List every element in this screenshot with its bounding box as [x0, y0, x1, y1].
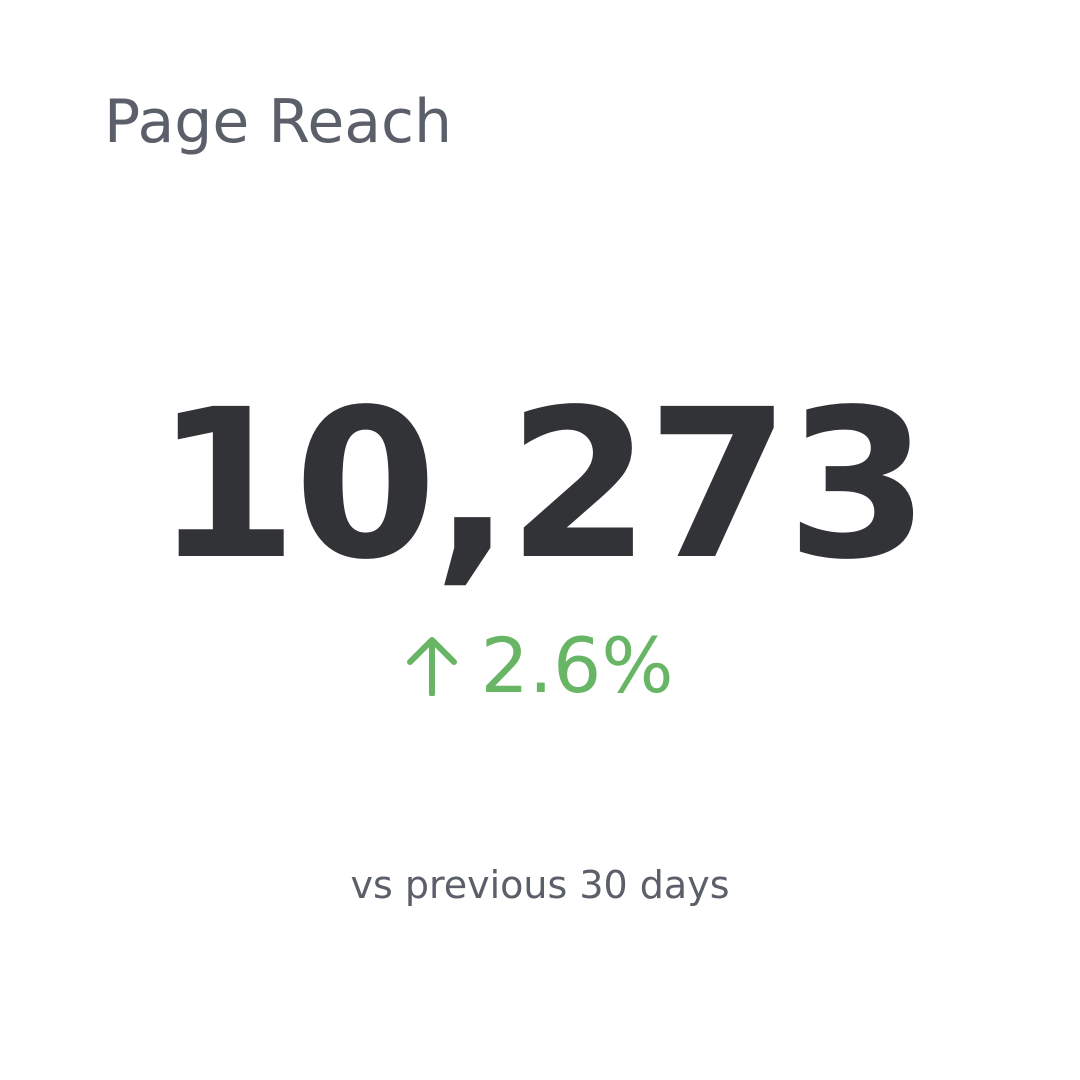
up-arrow-icon	[407, 637, 458, 696]
widget-title: Page Reach	[104, 87, 453, 157]
kpi-value: 10,273	[154, 365, 930, 605]
comparison-period: vs previous 30 days	[350, 863, 730, 907]
change-percent: 2.6%	[480, 621, 674, 710]
change-row: 2.6%	[0, 628, 1080, 704]
